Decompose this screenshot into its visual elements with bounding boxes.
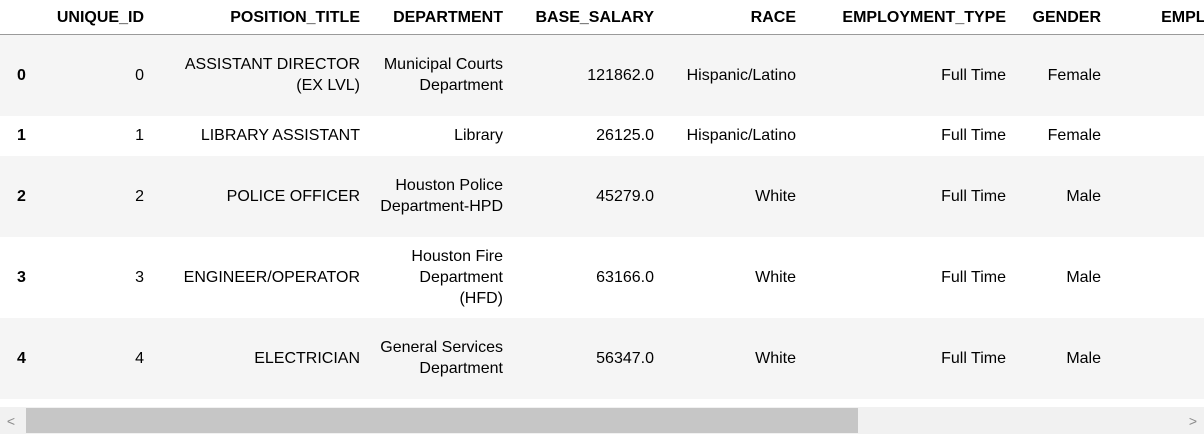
cell-position-title: LIBRARY ASSISTANT <box>200 127 360 144</box>
cell-position-title: POLICE OFFICER <box>226 187 360 205</box>
cell-department: Municipal Courts Department <box>383 56 503 95</box>
table-row: 1 1 LIBRARY ASSISTANT Library 26125.0 Hi… <box>0 115 1204 156</box>
cell-gender: Male <box>1066 268 1101 286</box>
row-index: 4 <box>17 349 26 367</box>
cell-employm <box>1109 35 1204 116</box>
horizontal-scrollbar[interactable]: < > <box>0 407 1204 434</box>
chevron-left-icon[interactable]: < <box>6 412 16 429</box>
cell-gender: Female <box>1047 66 1101 84</box>
header-race: RACE <box>662 0 804 35</box>
cell-unique-id: 0 <box>135 66 144 84</box>
row-index: 1 <box>17 127 26 144</box>
cell-employment-type: Full Time <box>941 268 1006 286</box>
table-row: 0 0 ASSISTANT DIRECTOR (EX LVL) Municipa… <box>0 34 1204 116</box>
cell-employment-type: Full Time <box>941 127 1006 144</box>
cell-unique-id: 3 <box>135 268 144 286</box>
row-index: 3 <box>17 268 26 286</box>
cell-unique-id: 2 <box>135 187 144 205</box>
dataframe-output: UNIQUE_ID POSITION_TITLE DEPARTMENT BASE… <box>0 0 1204 399</box>
header-index <box>0 0 40 35</box>
cell-employm <box>1109 116 1204 156</box>
table-header-row: UNIQUE_ID POSITION_TITLE DEPARTMENT BASE… <box>0 0 1204 35</box>
row-index: 0 <box>17 66 26 84</box>
cell-gender: Female <box>1047 127 1101 144</box>
header-unique-id: UNIQUE_ID <box>40 0 152 35</box>
cell-race: White <box>755 268 796 286</box>
cell-employm <box>1109 237 1204 318</box>
cell-base-salary: 45279.0 <box>596 187 654 205</box>
cell-employment-type: Full Time <box>941 349 1006 367</box>
cell-race: White <box>755 349 796 367</box>
cell-department: Houston Fire Department (HFD) <box>411 247 503 307</box>
header-employm: EMPLOYM <box>1109 0 1204 35</box>
cell-department: Houston Police Department-HPD <box>380 177 503 215</box>
cell-race: Hispanic/Latino <box>686 127 796 144</box>
cell-position-title: ENGINEER/OPERATOR <box>183 268 360 286</box>
cell-department: General Services Department <box>380 339 503 377</box>
cell-gender: Male <box>1066 187 1101 205</box>
cell-employm <box>1109 318 1204 399</box>
scrollbar-thumb[interactable] <box>26 408 858 433</box>
cell-base-salary: 26125.0 <box>596 127 654 144</box>
cell-employm <box>1109 156 1204 237</box>
cell-base-salary: 121862.0 <box>587 66 654 84</box>
cell-employment-type: Full Time <box>941 187 1006 205</box>
cell-department: Library <box>454 127 503 144</box>
row-index: 2 <box>17 187 26 205</box>
header-department: DEPARTMENT <box>368 0 511 35</box>
cell-race: White <box>755 187 796 205</box>
cell-race: Hispanic/Latino <box>686 66 796 84</box>
cell-base-salary: 63166.0 <box>596 268 654 286</box>
dataframe-table: UNIQUE_ID POSITION_TITLE DEPARTMENT BASE… <box>0 0 1204 399</box>
chevron-right-icon[interactable]: > <box>1188 412 1198 429</box>
table-row: 3 3 ENGINEER/OPERATOR Houston Fire Depar… <box>0 236 1204 318</box>
cell-unique-id: 1 <box>135 127 144 144</box>
table-row: 4 4 ELECTRICIAN General Services Departm… <box>0 317 1204 399</box>
cell-position-title: ASSISTANT DIRECTOR (EX LVL) <box>184 56 360 95</box>
cell-gender: Male <box>1066 349 1101 367</box>
cell-position-title: ELECTRICIAN <box>254 349 360 367</box>
cell-unique-id: 4 <box>135 349 144 367</box>
header-position-title: POSITION_TITLE <box>152 0 368 35</box>
header-gender: GENDER <box>1014 0 1109 35</box>
table-row: 2 2 POLICE OFFICER Houston Police Depart… <box>0 155 1204 237</box>
cell-employment-type: Full Time <box>941 66 1006 84</box>
header-base-salary: BASE_SALARY <box>511 0 662 35</box>
header-employment-type: EMPLOYMENT_TYPE <box>804 0 1014 35</box>
cell-base-salary: 56347.0 <box>596 349 654 367</box>
